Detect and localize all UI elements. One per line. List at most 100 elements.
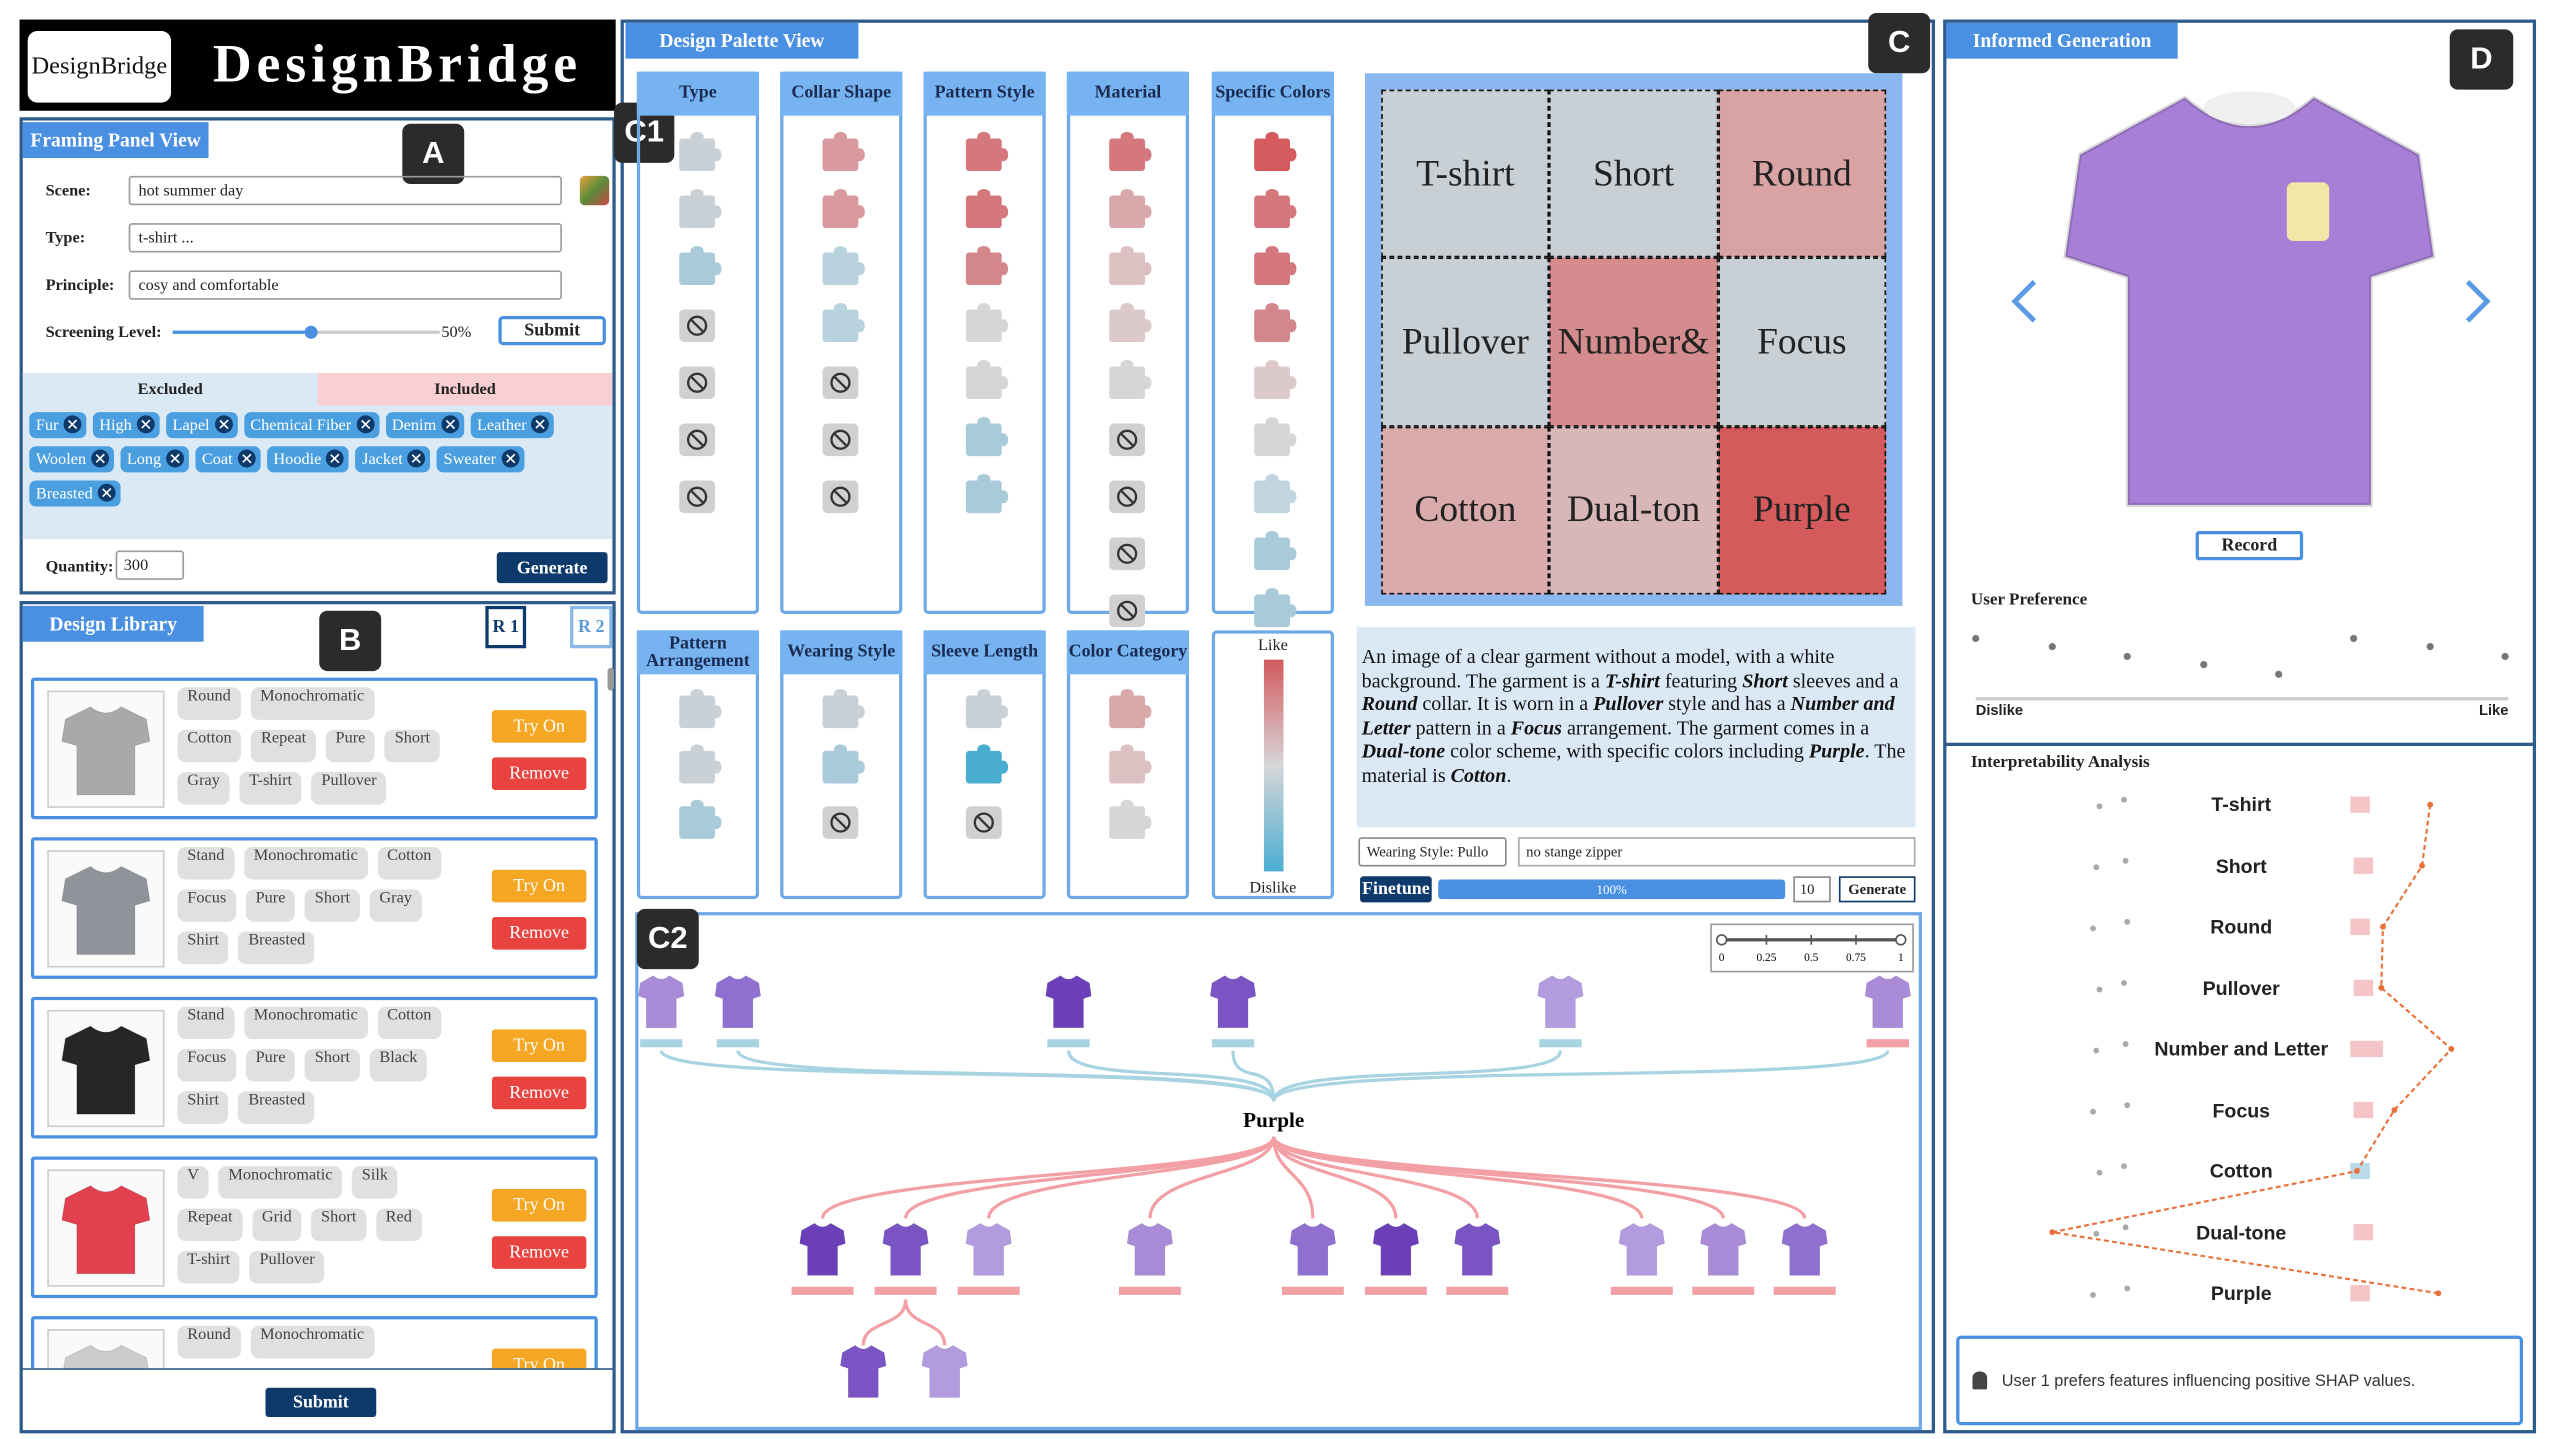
puzzle-cell[interactable]: Purple — [1717, 426, 1886, 595]
puzzle-cell[interactable]: Round — [1717, 89, 1886, 258]
puzzle-piece[interactable] — [1109, 138, 1146, 172]
remove-tag-icon[interactable] — [356, 415, 374, 434]
remove-tag-icon[interactable] — [326, 449, 345, 468]
remove-tag-icon[interactable] — [237, 449, 256, 468]
generate-button[interactable]: Generate — [1838, 876, 1916, 903]
remove-tag-icon[interactable] — [63, 415, 82, 434]
puzzle-piece[interactable] — [965, 195, 1002, 229]
puzzle-piece[interactable] — [822, 309, 859, 343]
button[interactable]: Submit — [265, 1387, 377, 1418]
puzzle-piece[interactable] — [1109, 252, 1146, 286]
style-select[interactable]: Wearing Style: Pullo — [1358, 837, 1507, 867]
puzzle-piece[interactable] — [965, 366, 1002, 400]
puzzle-cell[interactable]: Cotton — [1381, 426, 1550, 595]
remove-tag-icon[interactable] — [407, 449, 426, 468]
remove-tag-icon[interactable] — [441, 415, 460, 434]
prompt-input[interactable]: no stange zipper — [1518, 837, 1916, 867]
puzzle-piece[interactable] — [965, 138, 1002, 172]
remove-button[interactable]: Remove — [491, 1236, 587, 1269]
puzzle-piece[interactable] — [1254, 537, 1291, 571]
excluded-tab[interactable]: Excluded — [22, 372, 318, 406]
remove-tag-icon[interactable] — [531, 415, 550, 434]
remove-button[interactable]: Remove — [491, 757, 587, 790]
excluded-tag[interactable]: Sweater — [437, 446, 524, 473]
puzzle-piece[interactable] — [965, 750, 1002, 784]
text-input[interactable]: cosy and comfortable — [128, 270, 562, 300]
puzzle-cell[interactable]: Pullover — [1381, 257, 1550, 427]
puzzle-piece[interactable] — [1109, 695, 1146, 729]
puzzle-piece[interactable] — [1254, 309, 1291, 343]
puzzle-piece[interactable] — [1254, 423, 1291, 457]
puzzle-piece[interactable] — [822, 252, 859, 286]
puzzle-cell[interactable]: T-shirt — [1381, 89, 1550, 258]
puzzle-cell[interactable]: Focus — [1717, 257, 1886, 427]
puzzle-piece[interactable] — [965, 480, 1002, 514]
puzzle-cell[interactable]: Number& — [1549, 257, 1718, 427]
puzzle-piece[interactable] — [679, 195, 716, 229]
excluded-tag[interactable]: Leather — [470, 412, 555, 439]
slider-thumb[interactable] — [304, 325, 318, 339]
excluded-tag[interactable]: Breasted — [29, 480, 121, 507]
excluded-tag[interactable]: Lapel — [165, 412, 238, 439]
button[interactable]: Finetune — [1360, 876, 1432, 903]
remove-tag-icon[interactable] — [214, 415, 233, 434]
text-input[interactable]: t-shirt ... — [128, 223, 562, 253]
puzzle-piece[interactable] — [965, 252, 1002, 286]
puzzle-piece[interactable] — [1254, 195, 1291, 229]
text-input[interactable]: hot summer day — [128, 175, 562, 206]
puzzle-piece[interactable] — [679, 138, 716, 172]
puzzle-piece[interactable] — [1254, 252, 1291, 286]
excluded-tag[interactable]: Fur — [29, 412, 87, 439]
puzzle-piece[interactable] — [822, 750, 859, 784]
puzzle-piece[interactable] — [965, 695, 1002, 729]
remove-tag-icon[interactable] — [166, 449, 185, 468]
puzzle-piece[interactable] — [1109, 309, 1146, 343]
puzzle-piece[interactable] — [1109, 806, 1146, 839]
button[interactable]: Generate — [496, 552, 608, 584]
quantity-input[interactable]: 300 — [115, 550, 185, 580]
included-tab[interactable]: Included — [317, 372, 613, 406]
excluded-tag[interactable]: Hoodie — [266, 446, 350, 473]
excluded-tag[interactable]: Long — [120, 446, 189, 473]
puzzle-piece[interactable] — [822, 195, 859, 229]
excluded-tag[interactable]: Denim — [385, 412, 464, 439]
try-on-button[interactable]: Try On — [491, 1029, 587, 1062]
round-button[interactable]: R 2 — [570, 605, 613, 649]
remove-tag-icon[interactable] — [136, 415, 155, 434]
puzzle-cell[interactable]: Short — [1549, 89, 1718, 258]
try-on-button[interactable]: Try On — [491, 869, 587, 903]
remove-tag-icon[interactable] — [500, 449, 519, 468]
round-button[interactable]: R 1 — [485, 605, 527, 649]
puzzle-piece[interactable] — [965, 423, 1002, 457]
puzzle-piece[interactable] — [1254, 366, 1291, 400]
puzzle-piece[interactable] — [679, 750, 716, 784]
puzzle-piece[interactable] — [679, 806, 716, 839]
count-input[interactable]: 10 — [1793, 876, 1831, 903]
excluded-tag[interactable]: Woolen — [29, 446, 114, 473]
puzzle-piece[interactable] — [1109, 750, 1146, 784]
puzzle-piece[interactable] — [1254, 480, 1291, 514]
excluded-tag[interactable]: Coat — [195, 446, 261, 473]
try-on-button[interactable]: Try On — [491, 1348, 587, 1369]
puzzle-piece[interactable] — [965, 309, 1002, 343]
puzzle-piece[interactable] — [679, 252, 716, 286]
remove-button[interactable]: Remove — [491, 917, 587, 950]
excluded-tag[interactable]: Chemical Fiber — [243, 412, 379, 439]
remove-tag-icon[interactable] — [97, 483, 116, 502]
puzzle-piece[interactable] — [1254, 594, 1291, 628]
try-on-button[interactable]: Try On — [491, 1189, 587, 1222]
puzzle-piece[interactable] — [1254, 138, 1291, 172]
record-button[interactable]: Record — [2195, 530, 2304, 561]
submit-button[interactable]: Submit — [498, 315, 606, 346]
excluded-tag[interactable]: Jacket — [355, 446, 431, 473]
excluded-tag[interactable]: High — [92, 412, 160, 439]
puzzle-piece[interactable] — [822, 695, 859, 729]
remove-button[interactable]: Remove — [491, 1076, 587, 1110]
puzzle-cell[interactable]: Dual-ton — [1549, 426, 1718, 595]
puzzle-piece[interactable] — [679, 695, 716, 729]
puzzle-piece[interactable] — [1109, 366, 1146, 400]
try-on-button[interactable]: Try On — [491, 710, 587, 743]
puzzle-piece[interactable] — [1109, 195, 1146, 229]
remove-tag-icon[interactable] — [90, 449, 109, 468]
puzzle-piece[interactable] — [822, 138, 859, 172]
